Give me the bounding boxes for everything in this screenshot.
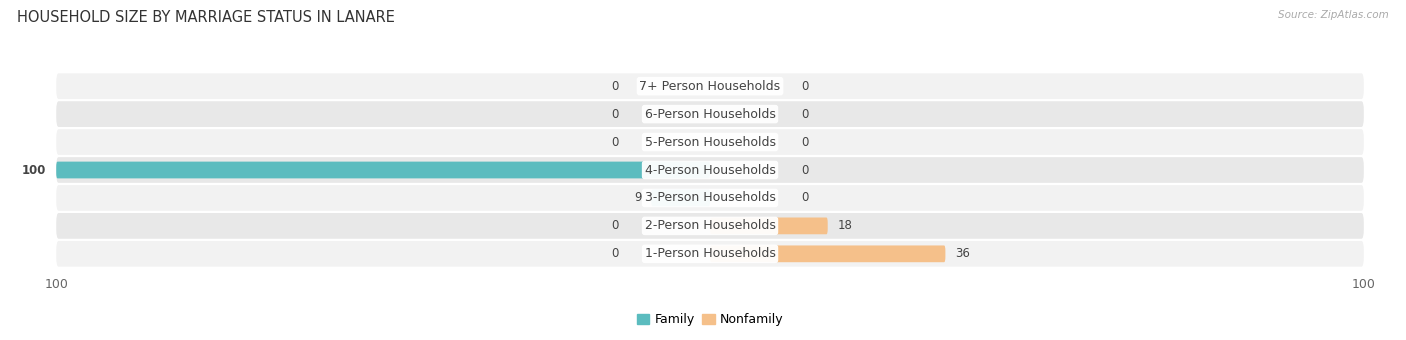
Text: 0: 0 — [612, 219, 619, 233]
Text: 5-Person Households: 5-Person Households — [644, 136, 776, 149]
Text: 0: 0 — [612, 247, 619, 260]
FancyBboxPatch shape — [710, 245, 945, 262]
Legend: Family, Nonfamily: Family, Nonfamily — [631, 308, 789, 331]
FancyBboxPatch shape — [56, 185, 1364, 211]
FancyBboxPatch shape — [710, 218, 828, 234]
Text: 36: 36 — [955, 247, 970, 260]
Text: 18: 18 — [838, 219, 852, 233]
Text: 0: 0 — [612, 136, 619, 149]
FancyBboxPatch shape — [56, 73, 1364, 99]
FancyBboxPatch shape — [56, 157, 1364, 183]
Text: 7+ Person Households: 7+ Person Households — [640, 80, 780, 93]
Text: 0: 0 — [612, 80, 619, 93]
FancyBboxPatch shape — [56, 101, 1364, 127]
Text: 9: 9 — [634, 191, 641, 204]
Text: 0: 0 — [801, 107, 808, 121]
Text: 4-Person Households: 4-Person Households — [644, 164, 776, 176]
FancyBboxPatch shape — [56, 213, 1364, 239]
Text: 6-Person Households: 6-Person Households — [644, 107, 776, 121]
Text: 100: 100 — [22, 164, 46, 176]
Text: 1-Person Households: 1-Person Households — [644, 247, 776, 260]
Text: 0: 0 — [801, 136, 808, 149]
Text: 0: 0 — [801, 80, 808, 93]
FancyBboxPatch shape — [56, 129, 1364, 155]
Text: 0: 0 — [801, 164, 808, 176]
Text: 0: 0 — [801, 191, 808, 204]
Text: HOUSEHOLD SIZE BY MARRIAGE STATUS IN LANARE: HOUSEHOLD SIZE BY MARRIAGE STATUS IN LAN… — [17, 10, 395, 25]
FancyBboxPatch shape — [56, 162, 710, 178]
Text: 0: 0 — [612, 107, 619, 121]
FancyBboxPatch shape — [651, 190, 710, 206]
Text: Source: ZipAtlas.com: Source: ZipAtlas.com — [1278, 10, 1389, 20]
Text: 3-Person Households: 3-Person Households — [644, 191, 776, 204]
Text: 2-Person Households: 2-Person Households — [644, 219, 776, 233]
FancyBboxPatch shape — [56, 241, 1364, 267]
